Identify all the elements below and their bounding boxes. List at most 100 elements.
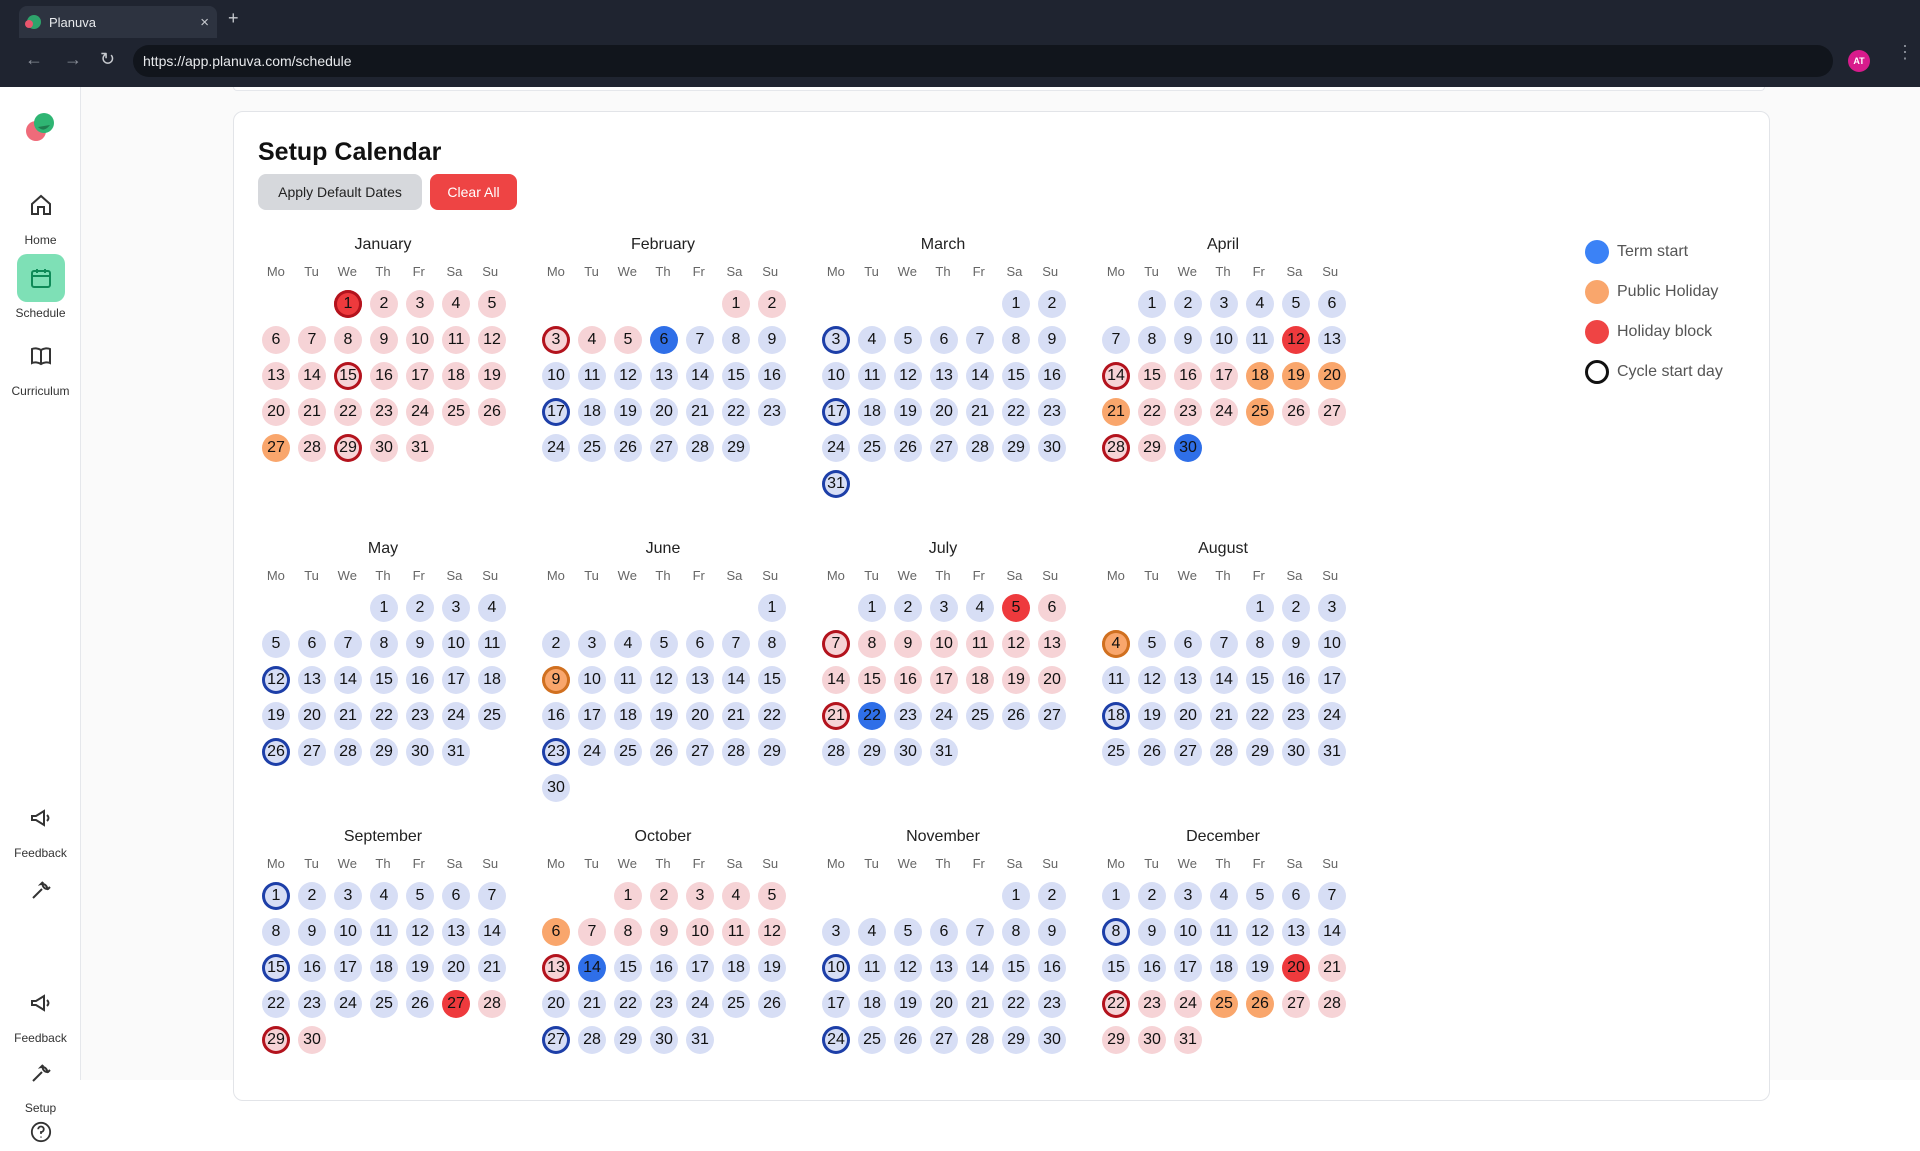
- day-number[interactable]: 5: [1138, 630, 1166, 658]
- day-cell[interactable]: 17: [926, 662, 962, 698]
- day-number[interactable]: 24: [334, 990, 362, 1018]
- day-number[interactable]: 30: [1138, 1026, 1166, 1054]
- day-number[interactable]: 20: [1174, 702, 1202, 730]
- day-number[interactable]: 1: [1246, 594, 1274, 622]
- day-cell[interactable]: 25: [610, 734, 646, 770]
- day-cell[interactable]: 13: [538, 950, 574, 986]
- day-number[interactable]: 30: [1174, 434, 1202, 462]
- day-cell[interactable]: 11: [610, 662, 646, 698]
- day-number[interactable]: 22: [262, 990, 290, 1018]
- apply-default-dates-button[interactable]: Apply Default Dates: [258, 174, 422, 210]
- day-number[interactable]: 31: [822, 470, 850, 498]
- day-cell[interactable]: 6: [294, 626, 330, 662]
- day-cell[interactable]: 21: [330, 698, 366, 734]
- day-cell[interactable]: 7: [294, 322, 330, 358]
- day-number[interactable]: 19: [614, 398, 642, 426]
- day-cell[interactable]: 1: [854, 590, 890, 626]
- day-cell[interactable]: 2: [402, 590, 438, 626]
- day-number[interactable]: 4: [614, 630, 642, 658]
- day-number[interactable]: 23: [650, 990, 678, 1018]
- day-cell[interactable]: 9: [754, 322, 790, 358]
- day-cell[interactable]: 24: [818, 1022, 854, 1058]
- day-cell[interactable]: 21: [1098, 394, 1134, 430]
- day-number[interactable]: 23: [894, 702, 922, 730]
- day-number[interactable]: 24: [542, 434, 570, 462]
- day-number[interactable]: 13: [1038, 630, 1066, 658]
- day-cell[interactable]: 30: [1170, 430, 1206, 466]
- day-number[interactable]: 15: [758, 666, 786, 694]
- day-cell[interactable]: 17: [818, 986, 854, 1022]
- day-number[interactable]: 1: [1138, 290, 1166, 318]
- day-cell[interactable]: 31: [1314, 734, 1350, 770]
- day-cell[interactable]: 16: [402, 662, 438, 698]
- day-number[interactable]: 30: [1282, 738, 1310, 766]
- day-cell[interactable]: 7: [818, 626, 854, 662]
- day-number[interactable]: 5: [1282, 290, 1310, 318]
- day-cell[interactable]: 4: [1242, 286, 1278, 322]
- day-cell[interactable]: 14: [818, 662, 854, 698]
- day-cell[interactable]: 16: [1278, 662, 1314, 698]
- day-cell[interactable]: 1: [330, 286, 366, 322]
- day-cell[interactable]: 22: [1134, 394, 1170, 430]
- day-cell[interactable]: 29: [610, 1022, 646, 1058]
- day-number[interactable]: 25: [966, 702, 994, 730]
- day-number[interactable]: 19: [894, 398, 922, 426]
- day-cell[interactable]: 15: [1098, 950, 1134, 986]
- day-number[interactable]: 9: [406, 630, 434, 658]
- day-number[interactable]: 9: [1282, 630, 1310, 658]
- day-number[interactable]: 17: [686, 954, 714, 982]
- day-cell[interactable]: 27: [294, 734, 330, 770]
- day-number[interactable]: 8: [1002, 326, 1030, 354]
- day-number[interactable]: 30: [1038, 1026, 1066, 1054]
- day-number[interactable]: 30: [1038, 434, 1066, 462]
- day-cell[interactable]: 3: [1314, 590, 1350, 626]
- day-number[interactable]: 5: [894, 326, 922, 354]
- day-number[interactable]: 29: [334, 434, 362, 462]
- day-number[interactable]: 3: [1318, 594, 1346, 622]
- day-cell[interactable]: 9: [402, 626, 438, 662]
- day-number[interactable]: 9: [758, 326, 786, 354]
- reload-icon[interactable]: ↻: [100, 49, 116, 69]
- day-number[interactable]: 14: [1210, 666, 1238, 694]
- sidebar-item-schedule[interactable]: Schedule: [0, 254, 81, 320]
- day-number[interactable]: 14: [1102, 362, 1130, 390]
- day-cell[interactable]: 22: [718, 394, 754, 430]
- day-number[interactable]: 14: [722, 666, 750, 694]
- day-number[interactable]: 10: [1318, 630, 1346, 658]
- day-number[interactable]: 23: [1282, 702, 1310, 730]
- day-number[interactable]: 13: [262, 362, 290, 390]
- day-cell[interactable]: 25: [438, 394, 474, 430]
- day-cell[interactable]: 30: [366, 430, 402, 466]
- day-number[interactable]: 7: [722, 630, 750, 658]
- day-number[interactable]: 13: [930, 954, 958, 982]
- day-number[interactable]: 13: [1282, 918, 1310, 946]
- day-cell[interactable]: 19: [998, 662, 1034, 698]
- day-number[interactable]: 10: [1174, 918, 1202, 946]
- day-cell[interactable]: 18: [574, 394, 610, 430]
- day-number[interactable]: 25: [858, 434, 886, 462]
- day-number[interactable]: 5: [1002, 594, 1030, 622]
- day-cell[interactable]: 16: [538, 698, 574, 734]
- sidebar-item-curriculum[interactable]: Curriculum: [0, 332, 81, 398]
- day-cell[interactable]: 13: [438, 914, 474, 950]
- day-number[interactable]: 29: [1102, 1026, 1130, 1054]
- day-cell[interactable]: 6: [926, 322, 962, 358]
- day-number[interactable]: 25: [370, 990, 398, 1018]
- day-cell[interactable]: 27: [258, 430, 294, 466]
- day-number[interactable]: 31: [1174, 1026, 1202, 1054]
- day-cell[interactable]: 17: [402, 358, 438, 394]
- day-number[interactable]: 11: [578, 362, 606, 390]
- day-cell[interactable]: 5: [890, 914, 926, 950]
- day-number[interactable]: 27: [686, 738, 714, 766]
- day-number[interactable]: 14: [966, 362, 994, 390]
- day-cell[interactable]: 6: [1034, 590, 1070, 626]
- day-cell[interactable]: 11: [366, 914, 402, 950]
- day-cell[interactable]: 19: [1242, 950, 1278, 986]
- day-number[interactable]: 8: [1138, 326, 1166, 354]
- day-cell[interactable]: 5: [258, 626, 294, 662]
- day-number[interactable]: 27: [1282, 990, 1310, 1018]
- day-number[interactable]: 28: [334, 738, 362, 766]
- day-number[interactable]: 10: [442, 630, 470, 658]
- day-number[interactable]: 6: [686, 630, 714, 658]
- day-cell[interactable]: 30: [1034, 1022, 1070, 1058]
